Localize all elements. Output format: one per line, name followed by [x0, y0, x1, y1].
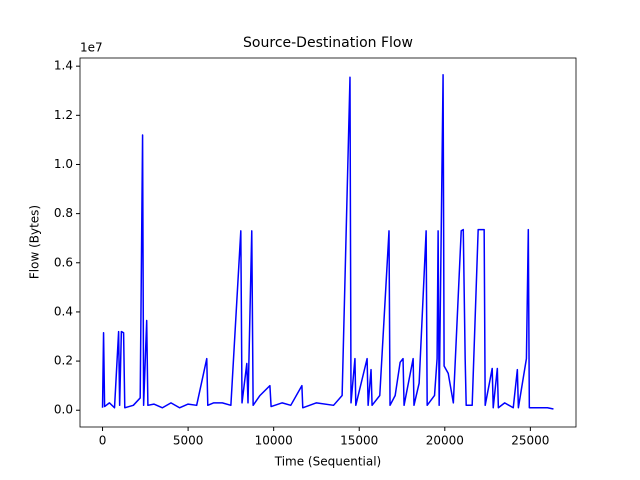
y-tick-label: 0.4	[54, 304, 73, 318]
y-axis-label: Flow (Bytes)	[28, 205, 42, 279]
y-tick-label: 1.0	[54, 157, 73, 171]
y-tick-label: 0.2	[54, 354, 73, 368]
y-tick-label: 0.8	[54, 206, 73, 220]
x-tick-label: 25000	[511, 434, 549, 448]
x-axis-label: Time (Sequential)	[274, 455, 381, 469]
x-tick-label: 10000	[255, 434, 293, 448]
x-tick-label: 15000	[340, 434, 378, 448]
y-tick-label: 1.4	[54, 59, 73, 73]
x-tick-label: 5000	[173, 434, 204, 448]
x-tick-label: 20000	[426, 434, 464, 448]
y-tick-label: 1.2	[54, 108, 73, 122]
y-offset-label: 1e7	[80, 41, 103, 55]
x-tick-label: 0	[99, 434, 107, 448]
data-line	[101, 74, 554, 410]
plot-frame	[79, 57, 577, 428]
y-tick-label: 0.6	[54, 255, 73, 269]
chart-title: Source-Destination Flow	[243, 35, 413, 51]
y-tick-label: 0.0	[54, 403, 73, 417]
